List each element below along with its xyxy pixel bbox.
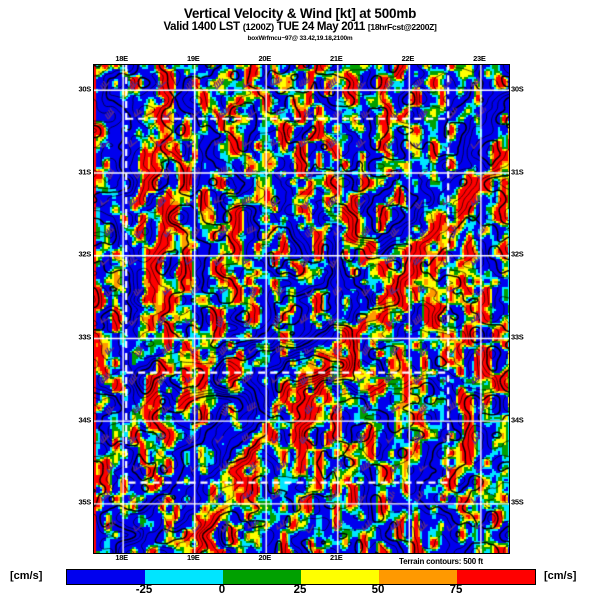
- axis-tick-label: 19E: [186, 553, 200, 562]
- axis-tick-label: 20E: [258, 553, 271, 562]
- subtitle-forecast: [18hrFcst@2200Z]: [367, 22, 437, 32]
- colorbar-tick-label: 0: [218, 584, 226, 596]
- axis-tick-label: 35S: [511, 497, 524, 507]
- colorbar-unit-right: [cm/s]: [544, 570, 577, 582]
- terrain-contour-note: Terrain contours: 500 ft: [399, 557, 483, 566]
- axis-tick-label: 35S: [78, 497, 92, 507]
- axis-tick-label: 21E: [330, 54, 343, 63]
- colorbar-unit-left: [cm/s]: [10, 570, 43, 582]
- colorbar-tick-label: 25: [293, 584, 307, 596]
- colorbar-band: [379, 570, 457, 584]
- axis-tick-label: 18E: [115, 553, 128, 562]
- axis-tick-label: 19E: [186, 54, 200, 63]
- subtitle-valid: Valid 1400 LST: [163, 21, 240, 33]
- axis-tick-label: 30S: [511, 84, 524, 94]
- colorbar-band: [301, 570, 379, 584]
- colorbar-band: [223, 570, 301, 584]
- subtitle-config: boxWrfmcu~97@ 33.42,19.18,2100m: [247, 35, 353, 42]
- axis-tick-label: 22E: [401, 54, 415, 63]
- axis-tick-label: 31S: [78, 167, 92, 177]
- axis-tick-label: 34S: [78, 415, 92, 425]
- axis-tick-label: 33S: [511, 332, 524, 342]
- axis-tick-label: 18E: [115, 54, 128, 63]
- axis-tick-label: 31S: [511, 167, 524, 177]
- colorbar: [66, 569, 536, 585]
- axis-tick-label: 21E: [330, 553, 343, 562]
- map-canvas-wrapper: [94, 65, 509, 553]
- axis-tick-label: 32S: [511, 249, 524, 259]
- colorbar-band: [145, 570, 223, 584]
- axis-tick-label: 32S: [78, 249, 92, 259]
- axis-tick-label: 34S: [511, 415, 524, 425]
- title-block: Vertical Velocity & Wind [kt] at 500mb V…: [0, 0, 600, 43]
- axis-tick-label: 20E: [258, 54, 271, 63]
- subtitle-day: TUE 24 May 2011: [276, 21, 366, 33]
- axis-tick-label: 33S: [78, 332, 92, 342]
- terrain-wind-overlay: [94, 65, 509, 553]
- chart-title: Vertical Velocity & Wind [kt] at 500mb: [183, 6, 417, 21]
- subtitle-utc: (1200Z): [242, 22, 274, 33]
- colorbar-tick-label: -25: [135, 584, 153, 596]
- colorbar-band: [457, 570, 535, 584]
- chart-subtitle: Valid 1400 LST (1200Z) TUE 24 May 2011 […: [0, 21, 600, 34]
- colorbar-band: [67, 570, 145, 584]
- axis-tick-label: 23E: [473, 54, 486, 63]
- axis-tick-label: 30S: [78, 84, 92, 94]
- map-plot-area: [93, 64, 510, 554]
- colorbar-tick-label: 50: [371, 584, 385, 596]
- colorbar-tick-label: 75: [449, 584, 463, 596]
